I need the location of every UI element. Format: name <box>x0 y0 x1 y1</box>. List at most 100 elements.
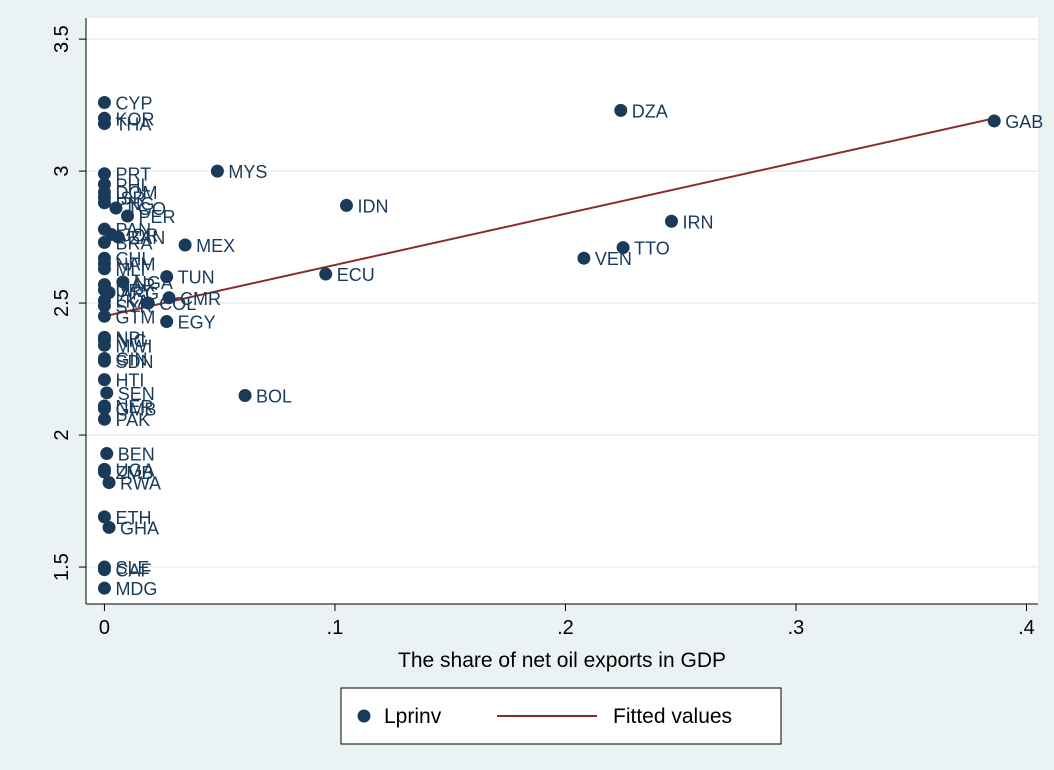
point-label-dza: DZA <box>632 101 668 121</box>
point-label-nam: NAM <box>115 254 155 274</box>
x-axis-title: The share of net oil exports in GDP <box>398 649 726 672</box>
point-egy <box>160 315 174 329</box>
point-label-idn: IDN <box>357 196 388 216</box>
point-label-mdg: MDG <box>115 579 157 599</box>
point-label-gmb: GMB <box>115 400 156 420</box>
point-gab <box>987 114 1001 128</box>
point-gtm <box>97 309 111 323</box>
point-label-ecu: ECU <box>337 265 375 285</box>
point-label-sdn: SDN <box>115 352 153 372</box>
point-label-pak: PAK <box>115 410 150 430</box>
point-gmb <box>97 402 111 416</box>
point-label-mex: MEX <box>196 236 235 256</box>
point-label-sen: SEN <box>118 384 155 404</box>
point-label-mar: MAR <box>115 276 155 296</box>
x-tick-label: .1 <box>327 617 344 639</box>
point-rwa <box>102 476 116 490</box>
y-tick-label: 2 <box>51 430 73 441</box>
point-mwi <box>97 338 111 352</box>
point-zmb <box>97 465 111 479</box>
point-png <box>97 196 111 210</box>
legend-label-fitted: Fitted values <box>613 705 732 728</box>
point-ecu <box>319 267 333 281</box>
point-label-dom: DOM <box>115 183 157 203</box>
point-label-ben: BEN <box>118 445 155 465</box>
point-label-per: PER <box>138 207 175 227</box>
point-label-ven: VEN <box>595 249 632 269</box>
point-bra <box>97 235 111 249</box>
point-label-hti: HTI <box>115 371 144 391</box>
point-hti <box>97 373 111 387</box>
point-label-prt: PRT <box>115 165 151 185</box>
point-sdn <box>97 354 111 368</box>
point-mdg <box>97 581 111 595</box>
plot-area <box>86 18 1038 604</box>
point-label-gha: GHA <box>120 518 159 538</box>
legend-marker-lprinv <box>357 709 371 723</box>
point-mli <box>97 262 111 276</box>
point-label-eth: ETH <box>115 508 151 528</box>
x-tick-label: .3 <box>788 617 805 639</box>
point-label-bra: BRA <box>115 233 152 253</box>
point-tgo <box>109 201 123 215</box>
point-mex <box>178 238 192 252</box>
point-label-lka: LKA <box>115 291 149 311</box>
point-caf <box>97 563 111 577</box>
point-bol <box>238 388 252 402</box>
point-cyp <box>97 95 111 109</box>
point-label-uga: UGA <box>115 460 154 480</box>
point-prt <box>97 167 111 181</box>
point-label-cyp: CYP <box>115 93 152 113</box>
point-label-col: COL <box>159 294 196 314</box>
point-label-nga: NGA <box>134 273 173 293</box>
point-label-tto: TTO <box>634 239 670 259</box>
point-gha <box>102 520 116 534</box>
point-label-zan: ZAN <box>129 228 165 248</box>
point-label-irn: IRN <box>682 212 713 232</box>
point-label-caf: CAF <box>115 561 151 581</box>
point-dza <box>614 103 628 117</box>
point-sen <box>100 386 114 400</box>
point-label-kor: KOR <box>115 109 154 129</box>
point-label-sle: SLE <box>115 558 149 578</box>
point-ben <box>100 447 114 461</box>
point-nga <box>116 275 130 289</box>
point-pak <box>97 412 111 426</box>
point-cmr <box>162 291 176 305</box>
point-label-gtm: GTM <box>115 307 155 327</box>
point-syr <box>97 299 111 313</box>
point-per <box>120 209 134 223</box>
point-label-syr: SYR <box>115 297 152 317</box>
point-label-tun: TUN <box>178 268 215 288</box>
point-ven <box>577 251 591 265</box>
point-tto <box>616 241 630 255</box>
point-label-isr: ISR <box>115 188 145 208</box>
point-tha <box>97 117 111 131</box>
point-label-jor: JOR <box>122 225 158 245</box>
point-label-bol: BOL <box>256 386 292 406</box>
point-label-chl: CHL <box>115 249 151 269</box>
point-label-ury: URY <box>115 281 153 301</box>
x-tick-label: 0 <box>99 617 110 639</box>
point-idn <box>339 198 353 212</box>
legend-label-lprinv: Lprinv <box>384 705 442 728</box>
point-col <box>141 296 155 310</box>
point-label-gab: GAB <box>1005 112 1043 132</box>
point-label-cmr: CMR <box>180 289 221 309</box>
point-label-egy: EGY <box>178 313 216 333</box>
y-tick-label: 3 <box>51 166 73 177</box>
point-label-nic: NIC <box>115 331 146 351</box>
grid-lines <box>86 38 1038 568</box>
point-label-npl: NPL <box>115 328 150 348</box>
point-mys <box>210 164 224 178</box>
legend: Lprinv Fitted values <box>340 687 782 745</box>
fitted-line-layer <box>104 117 995 318</box>
y-tick-label: 1.5 <box>51 553 73 581</box>
y-tick-label: 3.5 <box>51 25 73 53</box>
x-tick-label: .4 <box>1018 617 1035 639</box>
point-label-mwi: MWI <box>115 336 152 356</box>
point-irn <box>664 214 678 228</box>
fitted-values-line <box>104 117 995 318</box>
